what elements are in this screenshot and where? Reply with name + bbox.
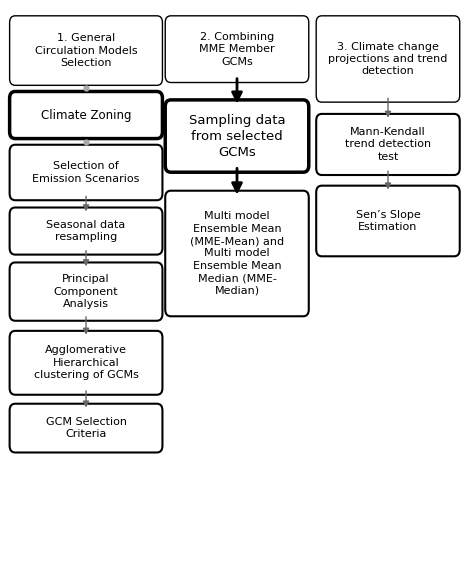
- Text: Multi model
Ensemble Mean
(MME-Mean) and
Multi model
Ensemble Mean
Median (MME-
: Multi model Ensemble Mean (MME-Mean) and…: [190, 211, 284, 296]
- FancyBboxPatch shape: [9, 92, 163, 138]
- FancyBboxPatch shape: [9, 16, 163, 85]
- FancyBboxPatch shape: [316, 186, 460, 256]
- FancyBboxPatch shape: [9, 145, 163, 200]
- Text: 2. Combining
MME Member
GCMs: 2. Combining MME Member GCMs: [199, 32, 275, 66]
- Text: 3. Climate change
projections and trend
detection: 3. Climate change projections and trend …: [328, 42, 447, 77]
- Text: Sampling data
from selected
GCMs: Sampling data from selected GCMs: [189, 114, 285, 158]
- FancyBboxPatch shape: [9, 404, 163, 452]
- FancyBboxPatch shape: [316, 114, 460, 175]
- FancyBboxPatch shape: [165, 16, 309, 82]
- Text: GCM Selection
Criteria: GCM Selection Criteria: [46, 417, 127, 439]
- Text: Principal
Component
Analysis: Principal Component Analysis: [54, 274, 118, 309]
- Text: Agglomerative
Hierarchical
clustering of GCMs: Agglomerative Hierarchical clustering of…: [34, 345, 138, 380]
- FancyBboxPatch shape: [165, 190, 309, 316]
- Text: 1. General
Circulation Models
Selection: 1. General Circulation Models Selection: [35, 33, 137, 68]
- FancyBboxPatch shape: [316, 16, 460, 102]
- FancyBboxPatch shape: [9, 208, 163, 255]
- Text: Seasonal data
resampling: Seasonal data resampling: [46, 220, 126, 243]
- Text: Selection of
Emission Scenarios: Selection of Emission Scenarios: [32, 161, 140, 184]
- FancyBboxPatch shape: [165, 100, 309, 172]
- FancyBboxPatch shape: [9, 263, 163, 321]
- Text: Sen’s Slope
Estimation: Sen’s Slope Estimation: [356, 210, 420, 232]
- Text: Climate Zoning: Climate Zoning: [41, 109, 131, 121]
- Text: Mann-Kendall
trend detection
test: Mann-Kendall trend detection test: [345, 127, 431, 162]
- FancyBboxPatch shape: [9, 331, 163, 395]
